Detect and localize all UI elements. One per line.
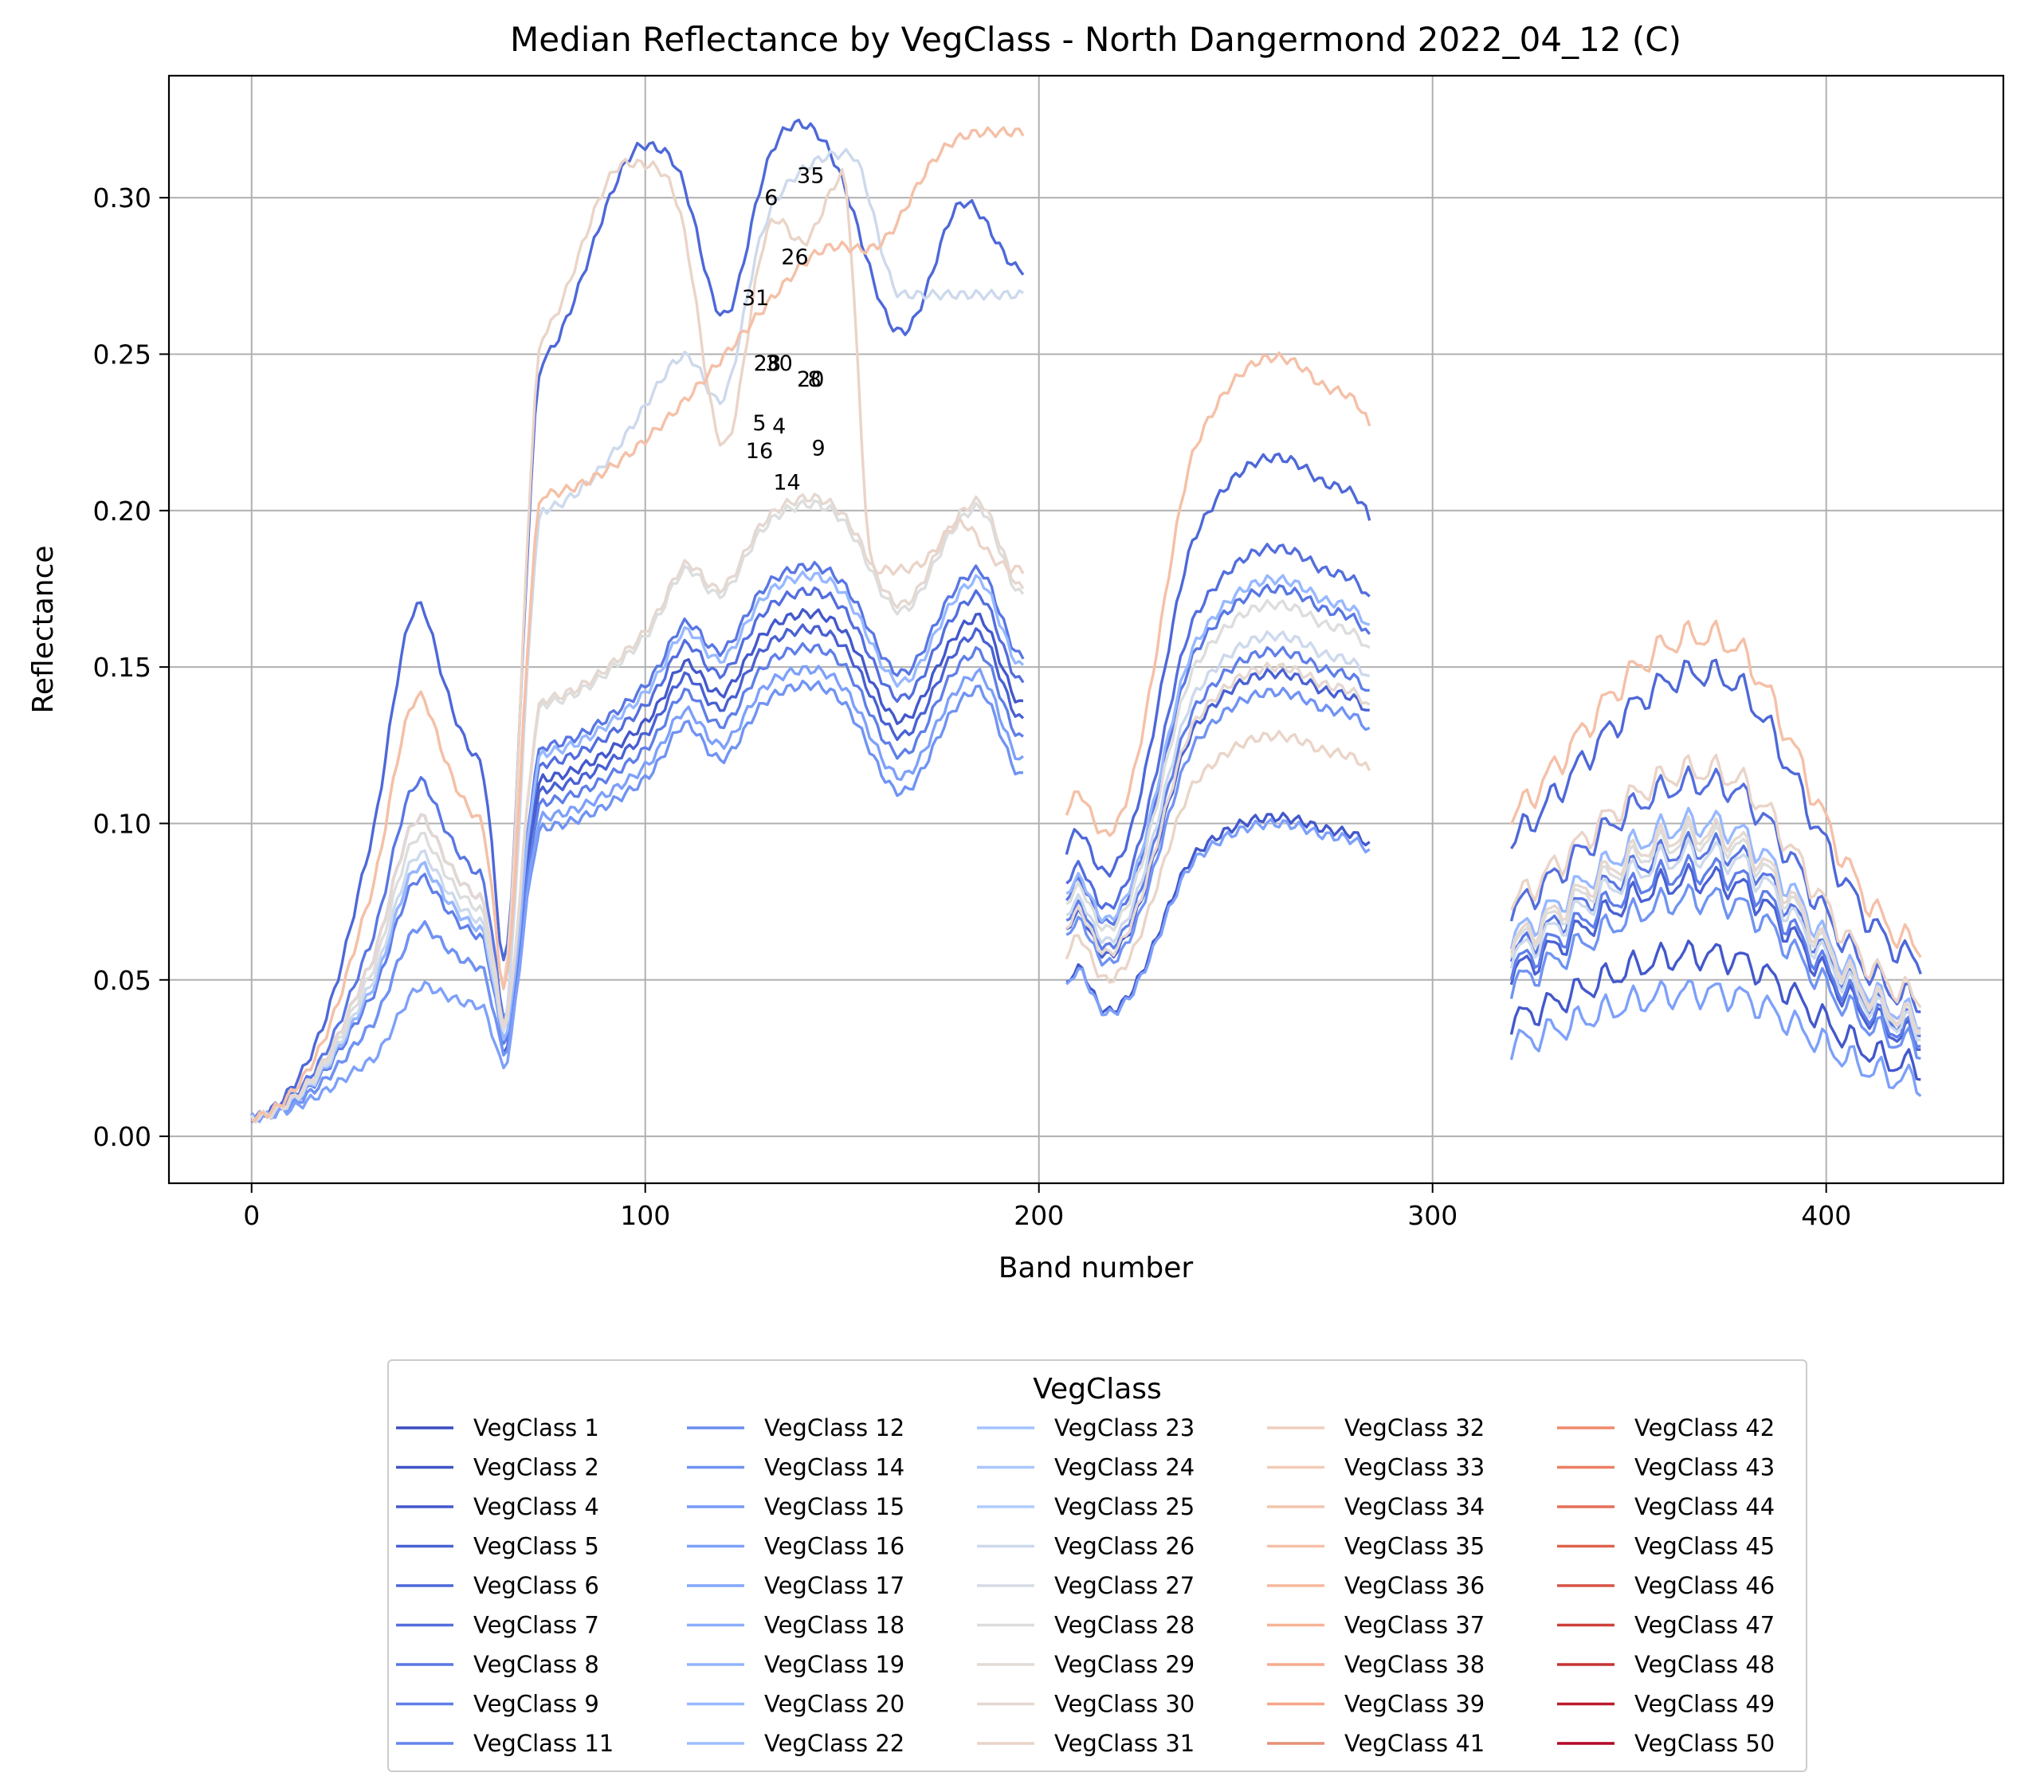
legend-entry-label: VegClass 33 xyxy=(1344,1454,1485,1481)
x-tick-label: 100 xyxy=(620,1200,670,1231)
series-annotation: 6 xyxy=(764,186,778,210)
y-tick-label: 0.25 xyxy=(93,339,151,370)
y-tick-label: 0.00 xyxy=(93,1121,151,1152)
legend-entry-label: VegClass 49 xyxy=(1634,1691,1775,1718)
series-line xyxy=(250,499,1921,1123)
legend-entry-label: VegClass 1 xyxy=(473,1414,599,1441)
series-annotation: 8 xyxy=(808,367,822,392)
series-annotation: 31 xyxy=(742,286,769,311)
legend-entry-label: VegClass 44 xyxy=(1634,1493,1775,1520)
series-annotation: 5 xyxy=(752,411,766,436)
legend-entry-label: VegClass 36 xyxy=(1344,1572,1485,1599)
series-annotation: 16 xyxy=(746,439,773,464)
legend-entry-label: VegClass 35 xyxy=(1344,1533,1485,1560)
legend-entry-label: VegClass 31 xyxy=(1054,1730,1195,1757)
x-axis-ticks: 0 100 200 300 400 xyxy=(243,1183,1851,1231)
legend-entry-label: VegClass 23 xyxy=(1054,1414,1195,1441)
legend-entry-label: VegClass 46 xyxy=(1634,1572,1775,1599)
grid-lines xyxy=(169,76,2003,1183)
legend-entry-label: VegClass 47 xyxy=(1634,1612,1775,1639)
legend-entry-label: VegClass 20 xyxy=(764,1691,904,1718)
legend-entry-label: VegClass 50 xyxy=(1634,1730,1775,1757)
y-axis-label: Reflectance xyxy=(27,545,60,713)
legend-entry-label: VegClass 9 xyxy=(473,1691,599,1718)
series-annotation: 14 xyxy=(773,470,800,495)
legend-entry-label: VegClass 6 xyxy=(473,1572,599,1599)
x-tick-label: 200 xyxy=(1014,1200,1064,1231)
legend-entry-label: VegClass 12 xyxy=(764,1414,904,1441)
series-line xyxy=(250,570,1921,1123)
series-line xyxy=(250,147,1921,1123)
y-tick-label: 0.30 xyxy=(93,182,151,214)
legend-entry-label: VegClass 8 xyxy=(473,1651,599,1678)
legend-entry-label: VegClass 43 xyxy=(1634,1454,1775,1481)
series-line xyxy=(250,680,1921,1123)
plot-frame xyxy=(167,74,2005,1185)
y-tick-label: 0.20 xyxy=(93,496,151,527)
legend-entry-label: VegClass 4 xyxy=(473,1493,599,1520)
legend-entry-label: VegClass 19 xyxy=(764,1651,904,1678)
legend-entry-label: VegClass 7 xyxy=(473,1612,599,1639)
series-line xyxy=(250,118,1922,1123)
series-annotation: 9 xyxy=(811,436,825,461)
legend-entry-label: VegClass 14 xyxy=(764,1454,904,1481)
legend-entry-label: VegClass 29 xyxy=(1054,1651,1195,1678)
legend-entry-label: VegClass 26 xyxy=(1054,1533,1195,1560)
series-line xyxy=(250,641,1921,1123)
series-annotation: 35 xyxy=(797,164,824,189)
series-line xyxy=(250,492,1921,1123)
legend-title: VegClass xyxy=(1033,1373,1162,1406)
legend-entry-label: VegClass 48 xyxy=(1634,1651,1775,1678)
x-tick-label: 0 xyxy=(243,1200,260,1231)
legend-entry-label: VegClass 24 xyxy=(1054,1454,1195,1481)
series-line xyxy=(250,665,1922,1123)
legend-entry-label: VegClass 32 xyxy=(1344,1414,1485,1441)
legend-entry-label: VegClass 42 xyxy=(1634,1414,1775,1441)
chart-title: Median Reflectance by VegClass - North D… xyxy=(510,20,1681,59)
legend-entries: VegClass 1 VegClass 2 VegClass 4 VegClass 5… xyxy=(396,1414,1775,1757)
y-tick-label: 0.05 xyxy=(93,965,151,996)
legend-entry-label: VegClass 38 xyxy=(1344,1651,1485,1678)
legend-entry-label: VegClass 11 xyxy=(473,1730,614,1757)
legend-entry-label: VegClass 27 xyxy=(1054,1572,1195,1599)
legend-entry-label: VegClass 17 xyxy=(764,1572,904,1599)
x-axis-label: Band number xyxy=(998,1252,1194,1284)
legend-entry-label: VegClass 5 xyxy=(473,1533,599,1560)
series-annotation: 20 xyxy=(797,367,824,392)
legend-entry-label: VegClass 16 xyxy=(764,1533,904,1560)
legend-entry-label: VegClass 28 xyxy=(1054,1612,1195,1639)
series-annotation: 30 xyxy=(766,351,793,376)
legend-entry-label: VegClass 39 xyxy=(1344,1691,1485,1718)
y-axis-ticks: 0.00 0.05 0.10 0.15 0.20 0.25 0.30 xyxy=(93,182,169,1152)
y-tick-label: 0.10 xyxy=(93,808,151,839)
series-line xyxy=(251,126,1922,1123)
legend-entry-label: VegClass 30 xyxy=(1054,1691,1195,1718)
legend-entry-label: VegClass 34 xyxy=(1344,1493,1485,1520)
x-tick-label: 300 xyxy=(1407,1200,1457,1231)
legend-entry-label: VegClass 45 xyxy=(1634,1533,1775,1560)
legend-entry-label: VegClass 41 xyxy=(1344,1730,1485,1757)
series-annotation: 4 xyxy=(772,414,786,439)
legend-entry-label: VegClass 22 xyxy=(764,1730,904,1757)
legend-entry-label: VegClass 25 xyxy=(1054,1493,1195,1520)
x-tick-label: 400 xyxy=(1801,1200,1851,1231)
series-annotation: 26 xyxy=(781,245,808,270)
legend-entry-label: VegClass 18 xyxy=(764,1612,904,1639)
legend-frame xyxy=(387,1359,1807,1772)
series-annotation: 28 xyxy=(754,351,781,376)
legend-entry-label: VegClass 37 xyxy=(1344,1612,1485,1639)
legend-entry-label: VegClass 15 xyxy=(764,1493,904,1520)
series-lines xyxy=(250,118,1922,1123)
y-tick-label: 0.15 xyxy=(93,652,151,683)
legend-entry-label: VegClass 2 xyxy=(473,1454,599,1481)
